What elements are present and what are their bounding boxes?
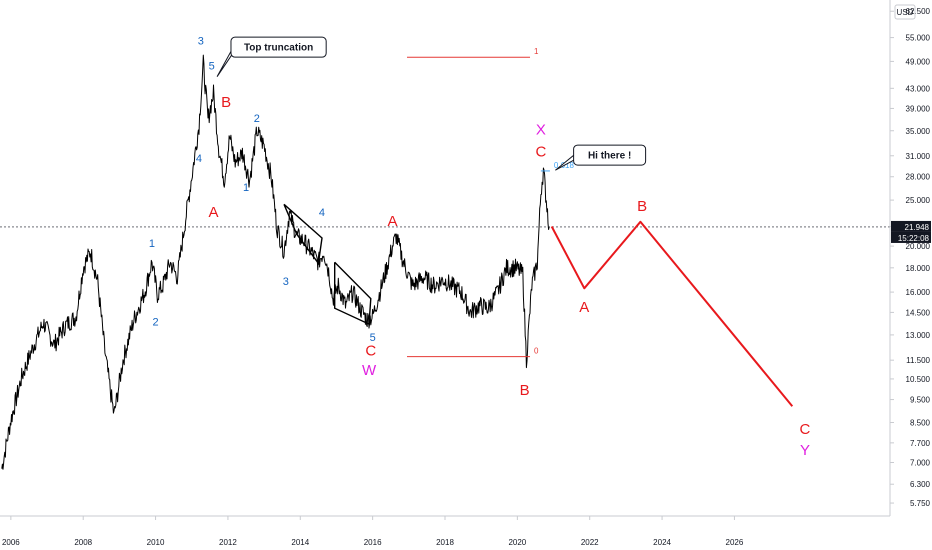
y-tick-label: 62.500: [906, 7, 931, 16]
wave-label: 3: [198, 35, 204, 47]
projection-path: [550, 220, 794, 407]
wedge-pattern: [283, 203, 323, 266]
y-tick-label: 43.000: [906, 84, 931, 93]
callout-box: [230, 36, 327, 58]
wave-label: X: [536, 122, 546, 139]
fib-level-label: 0: [534, 347, 539, 356]
y-tick-label: 11.500: [906, 356, 930, 365]
wave-label: 2: [254, 113, 260, 125]
y-tick-label: 28.000: [906, 173, 931, 182]
y-tick-label: 49.000: [906, 57, 931, 66]
y-tick-label: 18.000: [906, 264, 931, 273]
y-axis-panel: [890, 0, 932, 550]
wave-label: C: [800, 421, 811, 438]
last-price-value: 21.948: [905, 223, 930, 232]
x-tick-label: 2026: [726, 538, 744, 547]
wave-label: W: [362, 362, 377, 379]
y-tick-label: 8.500: [910, 418, 931, 427]
wave-label: B: [221, 94, 231, 111]
wave-label: B: [520, 382, 530, 399]
wave-label: 2: [153, 316, 159, 328]
y-tick-label: 25.000: [906, 196, 931, 205]
x-tick-label: 2024: [653, 538, 671, 547]
last-price-time: 15:22:08: [898, 234, 930, 243]
y-tick-label: 39.000: [906, 104, 931, 113]
y-tick-label: 35.000: [906, 127, 931, 136]
callout-box: [573, 144, 647, 166]
y-tick-label: 16.000: [906, 288, 931, 297]
wave-label: 1: [243, 182, 249, 194]
callout-text: Top truncation: [244, 43, 313, 54]
wave-label: C: [365, 342, 376, 359]
y-tick-label: 31.000: [906, 152, 931, 161]
price-series-layer: [1, 54, 550, 470]
x-tick-label: 2008: [74, 538, 92, 547]
wave-label: 5: [370, 332, 376, 344]
y-tick-label: 9.500: [910, 396, 931, 405]
x-tick-label: 2016: [364, 538, 382, 547]
last-price-time-badge: [891, 231, 931, 243]
wave-label: B: [637, 198, 647, 215]
wave-label: 1: [149, 238, 155, 250]
y-tick-label: 55.000: [906, 34, 931, 43]
wave-label: 4: [196, 153, 202, 165]
x-tick-label: 2014: [291, 538, 309, 547]
wave-label: Y: [800, 442, 810, 459]
y-tick-label: 7.700: [910, 439, 931, 448]
x-tick-label: 2006: [2, 538, 20, 547]
wave-label: C: [535, 143, 546, 160]
wedge-pattern: [334, 261, 372, 326]
wave-label: A: [579, 299, 589, 316]
wave-label: A: [208, 204, 218, 221]
fib-level-label: 1: [534, 47, 539, 56]
currency-box: [894, 4, 916, 20]
currency-label: USD: [897, 8, 914, 17]
x-tick-label: 2022: [581, 538, 599, 547]
price-series-line: [1, 54, 550, 470]
x-tick-label: 2018: [436, 538, 454, 547]
wave-label: 3: [283, 276, 289, 288]
callout-text: Hi there !: [588, 151, 631, 162]
last-price-badge: [891, 220, 931, 232]
y-tick-label: 6.300: [910, 480, 931, 489]
x-tick-label: 2010: [147, 538, 165, 547]
y-tick-label: 5.750: [910, 499, 931, 508]
y-tick-label: 20.000: [906, 242, 931, 251]
wave-label: 5: [209, 60, 215, 72]
wave-label: A: [388, 213, 398, 230]
y-tick-label: 7.000: [910, 459, 931, 468]
x-tick-label: 2012: [219, 538, 237, 547]
y-tick-label: 10.500: [906, 375, 931, 384]
x-tick-label: 2020: [508, 538, 526, 547]
y-tick-label: 14.500: [906, 308, 931, 317]
wave-label: 4: [319, 207, 325, 219]
y-tick-label: 13.000: [906, 331, 931, 340]
